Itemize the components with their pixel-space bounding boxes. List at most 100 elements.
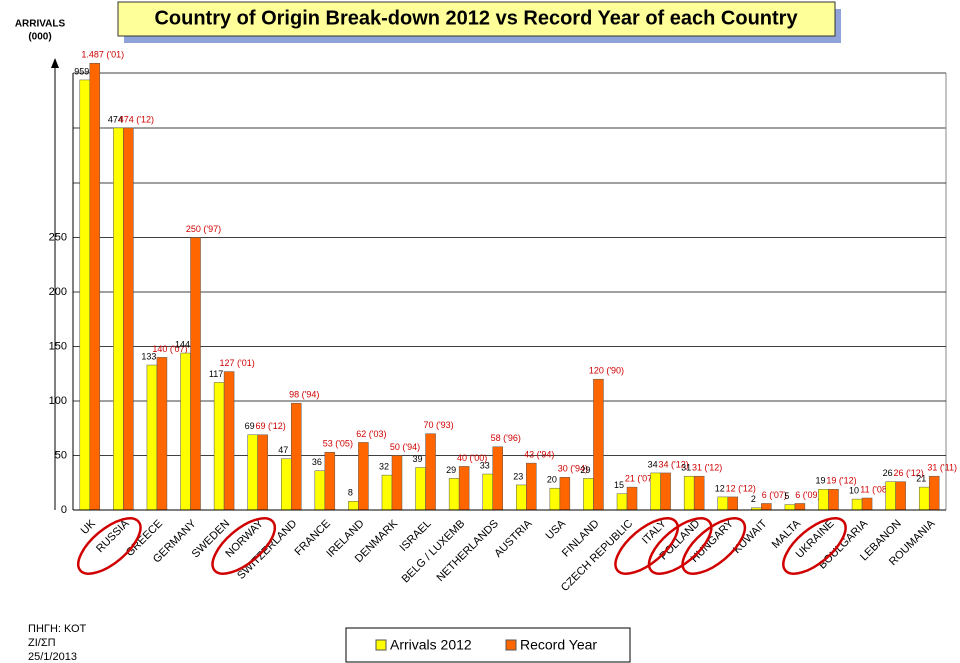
bar [727,496,738,511]
value-label: 70 ('93) [423,420,453,430]
y-tick-label: 250 [49,231,67,243]
value-label: 29 [446,465,456,475]
bar [89,63,101,511]
highlight [647,517,713,575]
value-label: 29 [580,465,590,475]
value-label: 140 ('07) [152,344,187,354]
value-label: 21 ('07) [625,473,655,483]
value-label: 98 ('94) [289,390,319,400]
bar [794,503,806,511]
value-label: 21 [916,473,926,483]
value-label: 32 [379,461,389,471]
value-label: 33 [480,460,490,470]
bar [482,473,493,511]
value-label: 15 [614,480,624,490]
value-label: 53 ('05) [323,439,353,449]
y-tick-label: 100 [49,395,67,407]
bar [516,484,527,511]
bar [717,496,728,511]
value-label: 62 ('03) [356,429,386,439]
bar [448,478,460,511]
value-label: 117 [209,369,223,379]
value-label: 30 ('94) [558,464,588,474]
bar [526,462,537,511]
highlight [77,517,142,575]
bar [281,458,292,511]
value-label: 127 ('01) [219,358,254,368]
value-label: 12 ('12) [726,483,756,493]
value-label: 69 ('12) [256,421,286,431]
value-label: 5 [784,491,789,501]
bar [784,504,796,511]
bar [928,475,940,511]
value-label: 58 ('96) [491,433,521,443]
bar [851,498,863,511]
y-arrow-head [51,58,59,68]
bar [861,497,873,511]
highlight [614,517,679,575]
bar [113,127,124,511]
bar [616,493,628,511]
y-tick-label: 0 [61,504,67,516]
x-tick-label: NETHERLANDS [434,518,500,584]
date: 25/1/2013 [28,651,77,663]
value-label: 6 ('09) [795,490,820,500]
value-label: 23 [513,471,523,481]
value-label: 12 [715,483,725,493]
bar [123,127,134,511]
value-label: 40 ('00) [457,453,487,463]
chart-title: Country of Origin Break-down 2012 vs Rec… [154,7,798,29]
bar [146,364,158,511]
bar [626,486,638,511]
x-tick-label: SWITZERLAND [235,518,299,582]
x-tick-label: USA [544,517,569,542]
bar [828,489,839,511]
bar [660,472,671,511]
value-label: 133 [141,351,156,361]
legend-box [345,627,631,663]
value-label: 250 ('97) [186,224,221,234]
bar [180,352,191,511]
value-label: 26 ('12) [894,468,924,478]
bar [895,481,906,511]
bar [257,434,268,511]
y-axis-unit: (000) [28,32,51,43]
bar [348,501,359,511]
bar [492,446,503,511]
value-label: 959 [74,66,89,76]
value-label: 8 [348,488,353,498]
value-label: 69 [245,421,255,431]
value-label: 144 [175,339,190,349]
bar [818,489,829,511]
bar [918,486,930,511]
x-tick-label: MALTA [770,517,804,551]
author: ΖΙ/ΣΠ [28,637,56,649]
value-label: 31 [681,463,691,473]
legend-swatch [375,639,387,651]
legend-label: Record Year [520,637,597,653]
value-label: 19 ('12) [826,476,856,486]
value-label: 34 ('12) [658,459,688,469]
value-label: 34 [648,459,658,469]
value-label: 26 [883,468,893,478]
legend-label: Arrivals 2012 [390,637,472,653]
x-tick-label: KUWAIT [731,517,770,556]
bar [314,470,326,511]
value-label: 11 ('08) [860,484,890,494]
value-label: 1.487 ('01) [81,50,124,60]
bar [458,466,470,511]
value-label: 19 [815,476,825,486]
bar [391,455,403,511]
y-axis-label: ARRIVALS [15,19,66,30]
value-label: 20 [547,475,557,485]
bar [190,237,201,511]
value-label: 474 [108,114,123,124]
bar [381,474,393,511]
bar [693,475,705,511]
value-label: 50 ('94) [390,442,420,452]
bar [358,442,369,511]
y-tick-label: 50 [55,449,67,461]
value-label: 6 ('07) [762,490,787,500]
bar [247,434,258,511]
